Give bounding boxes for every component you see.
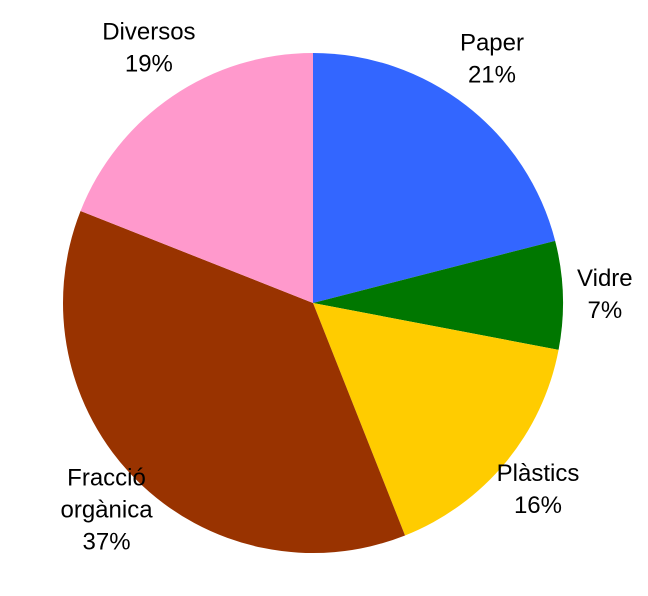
percent-label: 16% [514,492,562,519]
category-label: Diversos [102,18,195,45]
percent-label: 19% [125,50,173,77]
slice-fraccio-organica [62,210,406,553]
percent-label: 7% [588,297,623,324]
pie-slices [62,53,564,553]
slice-diversos [80,53,313,303]
label-vidre: Vidre 7% [577,265,633,324]
label-diversos: Diversos 19% [102,18,195,77]
category-label: Paper [460,29,524,56]
percent-label: 37% [83,528,131,555]
category-label: Plàstics [497,460,580,487]
category-label: Fracció [67,464,146,491]
category-label: Vidre [577,265,633,292]
slice-paper [313,53,556,303]
pie-labels: Paper 21% Vidre 7% Plàstics 16% Fracció orgànic… [60,18,632,555]
label-plastics: Plàstics 16% [497,460,580,519]
label-paper: Paper 21% [460,29,524,88]
percent-label: 21% [468,61,516,88]
category-label: orgànica [60,496,153,523]
slice-vidre [313,240,564,350]
slice-plastics [313,303,559,536]
label-fraccio-organica: Fracció orgànica 37% [60,464,153,555]
